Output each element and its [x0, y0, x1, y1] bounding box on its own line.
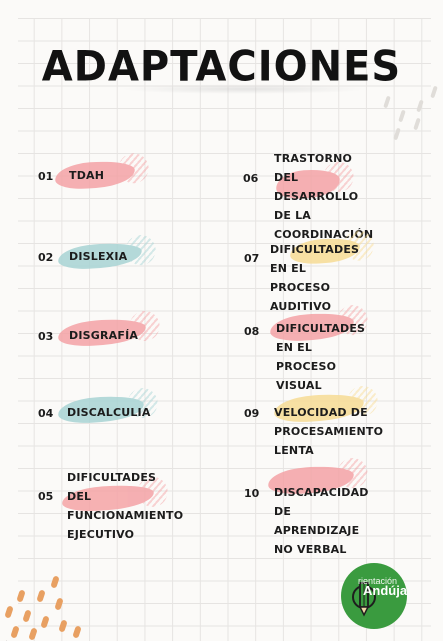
item-number: 02	[38, 251, 54, 264]
item-label: DISCAPACIDAD DE APRENDIZAJE NO VERBAL	[274, 486, 369, 556]
item-label: DIFICULTADES DEL FUNCIONAMIENTO EJECUTIV…	[67, 471, 184, 541]
item-number: 08	[244, 325, 260, 338]
item-label: DISLEXIA	[69, 250, 128, 263]
logo-text-line1: rientación	[358, 576, 398, 586]
page-border-right	[431, 0, 443, 640]
page-border-left	[0, 0, 18, 640]
item-number: 05	[38, 490, 54, 503]
item-number: 09	[244, 407, 260, 420]
item-label: DISCALCULIA	[67, 406, 151, 419]
page-border-top	[0, 0, 443, 18]
page-title: ADAPTACIONES	[41, 42, 402, 92]
item-number: 07	[244, 252, 260, 265]
title-shadow	[120, 84, 370, 94]
orientacion-andujar-logo: rientación Andújar	[341, 563, 407, 629]
item-label: DIFICULTADES EN EL PROCESO VISUAL	[276, 322, 366, 392]
item-label: DISGRAFÍA	[69, 329, 139, 342]
item-label: VELOCIDAD DE PROCESAMIENTO LENTA	[274, 406, 384, 457]
item-label: TDAH	[69, 169, 105, 182]
item-number: 06	[243, 172, 259, 185]
item-number: 04	[38, 407, 54, 420]
pencil-icon	[352, 582, 376, 617]
item-number: 01	[38, 170, 54, 183]
item-number: 03	[38, 330, 54, 343]
item-label: DIFICULTADES EN EL PROCESO AUDITIVO	[270, 243, 360, 313]
logo-text-line2: Andújar	[363, 583, 407, 598]
item-label: TRASTORNO DEL DESARROLLO DE LA COORDINAC…	[274, 152, 374, 241]
item-number: 10	[244, 487, 260, 500]
